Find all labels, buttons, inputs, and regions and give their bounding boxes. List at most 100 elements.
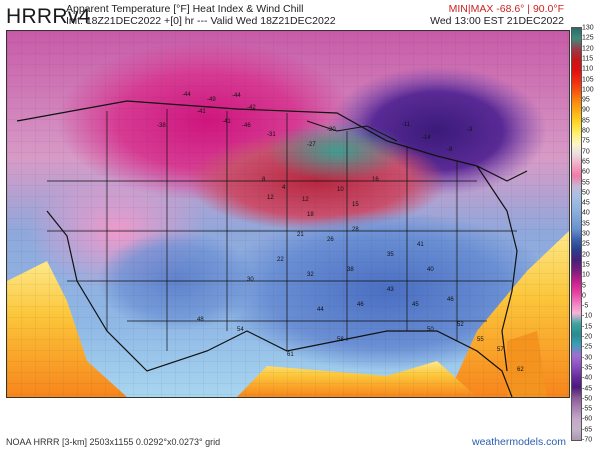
map-title: Apparent Temperature [°F] Heat Index & W… [66, 3, 304, 15]
color-scale-tick: 70 [582, 148, 590, 156]
temp-label: 18 [307, 212, 314, 218]
color-scale-tick: -15 [582, 323, 593, 331]
color-scale-tick: 20 [582, 251, 590, 259]
temp-label: 12 [302, 197, 309, 203]
temp-label: 43 [387, 287, 394, 293]
color-scale-tick: 55 [582, 179, 590, 186]
color-scale-tick: 50 [582, 189, 590, 197]
temp-label: 28 [352, 227, 359, 233]
temp-label: 44 [317, 307, 324, 313]
temp-label: 48 [197, 317, 204, 323]
temp-label: 22 [277, 257, 284, 263]
color-scale-tick: 110 [582, 65, 594, 73]
color-scale-tick: 105 [582, 76, 594, 83]
color-scale-tick: 45 [582, 199, 590, 207]
color-scale-tick: 15 [582, 261, 590, 269]
temp-label: -11 [402, 122, 411, 128]
color-scale-tick: -55 [582, 405, 593, 413]
temp-label: -42 [247, 105, 256, 111]
temp-label: 35 [387, 252, 394, 258]
temp-label: 62 [517, 367, 524, 373]
temp-label: -3 [467, 127, 473, 133]
temp-label: 61 [287, 352, 294, 358]
color-scale-tick: 85 [582, 117, 590, 125]
status-block: MIN|MAX -68.6° | 90.0°F Wed 13:00 EST 21… [430, 3, 564, 27]
color-scale-tick: -10 [582, 312, 593, 320]
temp-label: 54 [237, 327, 244, 333]
temp-label: -41 [222, 119, 231, 125]
color-scale-tick: 125 [582, 34, 594, 42]
temp-label: 57 [497, 347, 504, 353]
temp-label: 50 [427, 327, 434, 333]
temp-label: 26 [327, 237, 334, 243]
temp-label: 15 [352, 202, 359, 208]
color-scale-tick: -30 [582, 354, 593, 362]
color-scale-tick: -60 [582, 415, 593, 423]
color-scale-tick: 10 [582, 271, 590, 279]
color-scale-tick: -70 [582, 436, 593, 444]
color-scale-tick: -50 [582, 395, 593, 403]
temperature-map[interactable]: -44 -49 -41 -44 -42 -41 -46 -38 -31 -27 … [6, 30, 570, 398]
color-scale-tick: 100 [582, 86, 594, 94]
temp-label: -8 [447, 147, 453, 153]
state-borders [47, 109, 517, 351]
temp-label: -38 [157, 123, 166, 129]
color-scale-tick: 75 [582, 137, 590, 145]
temp-label: 38 [347, 267, 354, 273]
city-temperature-labels: -44 -49 -41 -44 -42 -41 -46 -38 -31 -27 … [157, 92, 524, 373]
site-link[interactable]: weathermodels.com [472, 436, 566, 448]
header: HRRRv4 Apparent Temperature [°F] Heat In… [0, 0, 600, 30]
color-scale-tick: 35 [582, 220, 590, 228]
temp-label: 8 [262, 177, 266, 183]
temp-label: -14 [422, 135, 431, 141]
temp-label: -27 [307, 142, 316, 148]
model-name: HRRRv4 [6, 5, 91, 28]
temp-label: 45 [412, 302, 419, 308]
grid-info: NOAA HRRR [3-km] 2503x1155 0.0292°x0.027… [6, 437, 221, 447]
color-scale-tick: 115 [582, 55, 594, 63]
color-scale-tick: -20 [582, 333, 593, 341]
color-scale-tick: -35 [582, 364, 593, 372]
temp-label: -41 [197, 109, 206, 115]
color-scale-tick: 0 [582, 292, 586, 300]
title-block: Apparent Temperature [°F] Heat Index & W… [66, 3, 336, 27]
color-scale-tick: 30 [582, 230, 590, 238]
temp-label: -31 [267, 132, 276, 138]
color-scale-tick: -45 [582, 385, 593, 392]
temp-label: 10 [337, 187, 344, 193]
color-scale-tick: 60 [582, 168, 590, 176]
temp-label: 16 [372, 177, 379, 183]
color-scale-bar [571, 27, 582, 441]
temp-label: -46 [242, 123, 251, 129]
temp-label: 21 [297, 232, 304, 238]
temp-label: 46 [357, 302, 364, 308]
color-scale-tick: -65 [582, 426, 593, 434]
temp-label: -44 [182, 92, 191, 98]
color-scale-tick: 40 [582, 209, 590, 217]
color-scale-tick: 25 [582, 240, 590, 248]
temp-label: 58 [337, 337, 344, 343]
min-max-readout: MIN|MAX -68.6° | 90.0°F [448, 3, 564, 15]
color-scale-tick: 90 [582, 106, 590, 114]
temp-label: 40 [427, 267, 434, 273]
temp-label: -20 [327, 127, 336, 133]
temp-label: 55 [477, 337, 484, 343]
color-scale-tick: 130 [582, 24, 594, 32]
temp-label: 4 [282, 185, 286, 191]
temp-label: 46 [447, 297, 454, 303]
temp-label: 30 [247, 277, 254, 283]
color-scale-ticks: 130 125 120 115 110 105 100 95 90 85 80 75 70 65 60 55 5… [582, 24, 600, 444]
temp-label: 41 [417, 242, 424, 248]
color-scale-tick: -40 [582, 374, 593, 382]
color-scale-tick: 95 [582, 96, 590, 104]
color-scale-tick: 80 [582, 127, 590, 135]
map-canvas: -44 -49 -41 -44 -42 -41 -46 -38 -31 -27 … [7, 31, 569, 397]
color-scale-tick: 120 [582, 45, 594, 53]
color-scale-tick: 65 [582, 158, 590, 166]
temp-label: -49 [207, 97, 216, 103]
init-valid-line: Init: 18Z21DEC2022 +[0] hr --- Valid Wed… [66, 15, 336, 27]
temp-label: 52 [457, 322, 464, 328]
color-scale-tick: -5 [582, 302, 589, 310]
color-scale-tick: -25 [582, 343, 593, 351]
color-scale-tick: 5 [582, 282, 586, 289]
